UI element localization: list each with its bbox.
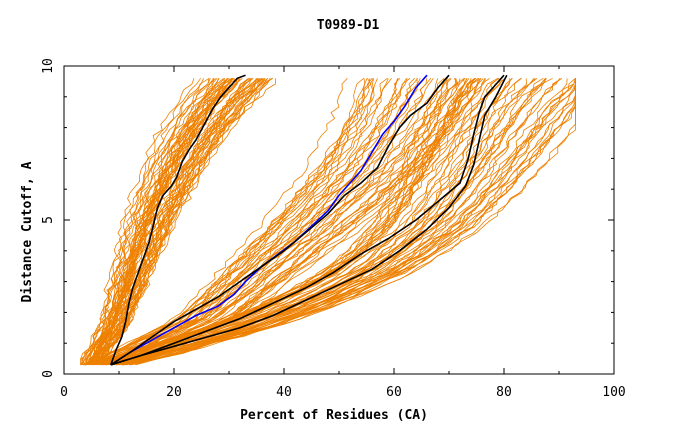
background-curve bbox=[101, 78, 399, 366]
background-curve bbox=[103, 78, 421, 366]
background-curve bbox=[84, 78, 445, 366]
background-curve bbox=[110, 78, 439, 366]
series-line-4 bbox=[110, 74, 505, 366]
background-curve bbox=[119, 78, 452, 366]
background-curve bbox=[116, 78, 568, 366]
background-curve bbox=[80, 77, 210, 366]
background-curve bbox=[102, 77, 522, 366]
x-axis-label: Percent of Residues (CA) bbox=[240, 408, 428, 423]
background-curve bbox=[84, 78, 456, 366]
series-line-5 bbox=[110, 74, 508, 366]
series-line-3 bbox=[110, 74, 450, 366]
background-curve bbox=[126, 78, 576, 366]
background-curve bbox=[103, 78, 398, 366]
background-curve bbox=[121, 78, 466, 366]
background-curve bbox=[136, 78, 576, 366]
chart-title: T0989-D1 bbox=[317, 18, 380, 33]
x-tick-label: 40 bbox=[276, 385, 292, 400]
background-curve bbox=[129, 78, 576, 366]
series-line-1 bbox=[110, 74, 246, 366]
background-curve bbox=[84, 78, 202, 365]
axes: 0 20 40 60 80 100 0 5 10 bbox=[41, 58, 626, 400]
background-curve bbox=[134, 78, 576, 366]
background-curve bbox=[104, 78, 276, 365]
x-tick-label: 20 bbox=[166, 385, 182, 400]
background-curve bbox=[83, 78, 211, 365]
x-tick-label: 100 bbox=[602, 385, 625, 400]
background-curve bbox=[121, 78, 576, 366]
y-axis-label: Distance Cutoff, A bbox=[20, 161, 35, 302]
background-curve bbox=[96, 78, 259, 366]
background-curve bbox=[80, 78, 210, 365]
background-curve bbox=[81, 78, 204, 365]
background-curve bbox=[91, 78, 261, 366]
background-curve bbox=[106, 78, 536, 366]
x-tick-label: 80 bbox=[496, 385, 512, 400]
background-curve bbox=[91, 77, 388, 366]
background-curve bbox=[85, 77, 482, 366]
highlight-curves bbox=[110, 74, 508, 366]
background-curves bbox=[80, 77, 576, 366]
background-curve bbox=[98, 78, 506, 366]
background-curve bbox=[92, 78, 372, 366]
background-curve bbox=[112, 77, 562, 366]
background-curve bbox=[87, 78, 230, 366]
y-tick-label: 10 bbox=[41, 58, 56, 74]
x-tick-label: 0 bbox=[60, 385, 68, 400]
background-curve bbox=[95, 77, 499, 366]
background-curve bbox=[86, 78, 226, 366]
y-tick-label: 5 bbox=[41, 216, 56, 224]
background-curve bbox=[84, 77, 465, 366]
background-curve bbox=[95, 78, 401, 366]
background-curve bbox=[130, 78, 576, 366]
background-curve bbox=[101, 78, 273, 365]
x-tick-label: 60 bbox=[386, 385, 402, 400]
y-tick-label: 0 bbox=[41, 370, 56, 378]
background-curve bbox=[113, 77, 445, 366]
background-curve bbox=[119, 78, 576, 366]
background-curve bbox=[106, 77, 522, 366]
background-curve bbox=[115, 78, 547, 366]
background-curve bbox=[123, 78, 576, 366]
background-curve bbox=[91, 78, 257, 366]
background-curve bbox=[92, 78, 234, 365]
background-curve bbox=[83, 78, 348, 366]
background-curve bbox=[93, 77, 232, 365]
background-curve bbox=[104, 78, 512, 366]
